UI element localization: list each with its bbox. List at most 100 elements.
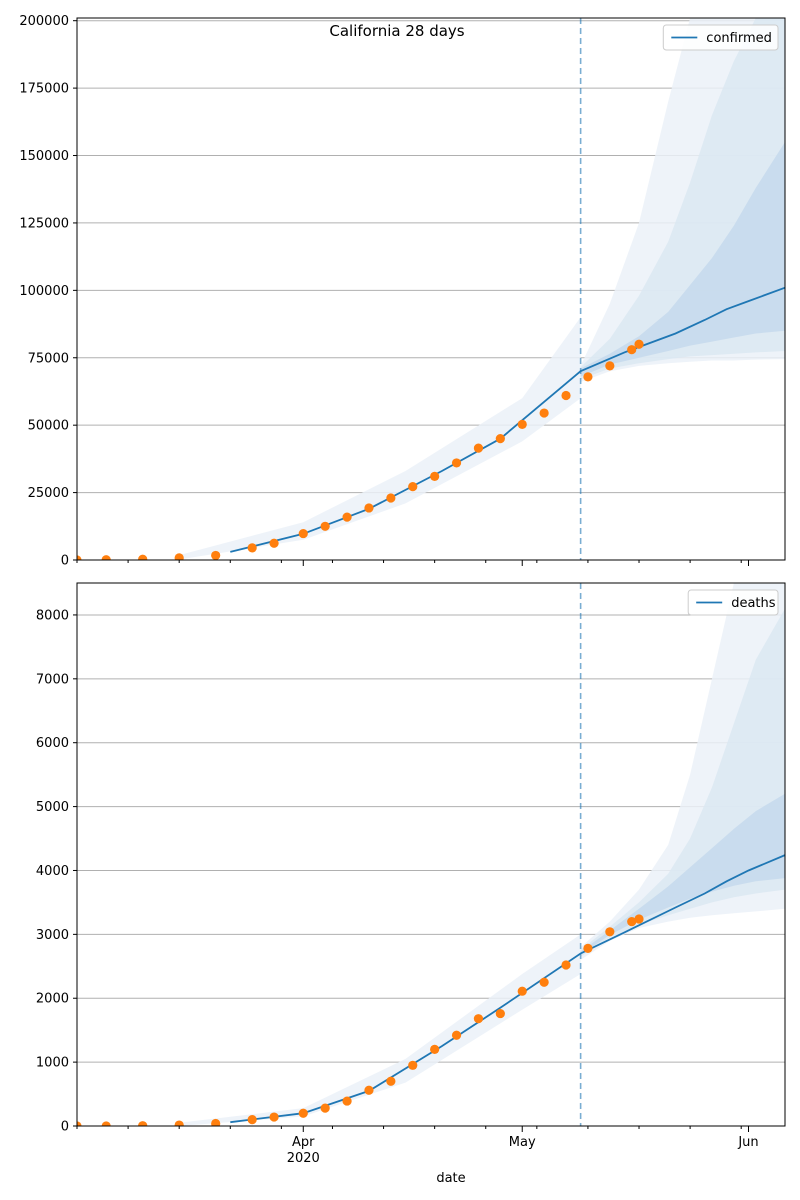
data-point [451,458,462,468]
data-point [247,1115,257,1125]
observed-points [77,914,644,1126]
x-tick-sublabel: 2020 [287,1151,320,1166]
data-point [539,408,549,418]
data-point [138,554,148,560]
data-point [101,555,111,560]
data-point [408,482,418,492]
legend-box [687,589,779,616]
data-point [451,1030,462,1040]
y-tick-label: 4000 [36,864,69,879]
data-point [473,443,484,453]
y-tick-label: 2000 [36,992,69,1007]
data-point [430,1044,440,1054]
data-point [364,1085,374,1095]
y-gridlines [77,614,785,1127]
x-tick-label: Apr [292,1135,315,1150]
confidence-band-4 [580,793,785,955]
data-point [605,361,615,371]
y-tick-label: 0 [61,554,69,569]
data-point [101,1121,111,1126]
deaths-panel: 0 1000 2000 3000 4000 5000 6000 7000 8000 Apr2020… [36,582,786,1186]
data-point [495,434,505,444]
data-point [320,1103,330,1113]
data-point [627,345,637,355]
y-tick-label: 175000 [19,82,69,97]
data-point [495,1008,505,1019]
legend: confirmed [662,24,779,51]
data-point [408,1060,418,1070]
axes-frame [76,17,786,561]
data-point [269,538,279,548]
x-axis-label: date [436,1171,465,1186]
data-point [386,1076,396,1086]
data-point [342,512,352,522]
y-tick-label: 0 [61,1120,69,1135]
data-point [77,555,82,560]
y-tick-label: 100000 [19,284,69,299]
data-point [211,550,221,560]
data-point [211,1118,221,1126]
data-point [561,960,571,970]
data-point [342,1096,352,1106]
data-point [386,493,396,503]
plot-area [77,583,785,1126]
y-gridlines [77,20,785,561]
y-tick-label: 25000 [28,486,69,501]
data-point [583,372,593,382]
data-point [269,1112,279,1122]
data-point [138,1121,148,1126]
data-point [320,521,330,531]
confidence-band-1 [179,317,581,560]
series-line-confirmed [230,286,785,553]
data-point [627,916,637,927]
confidence-band-4 [580,142,785,377]
data-point [430,471,440,482]
y-tick-label: 125000 [19,216,69,231]
observed-points [77,339,644,560]
y-tick-label: 6000 [36,736,69,751]
data-point [298,528,308,539]
y-tick-label: 5000 [36,800,69,815]
legend-box [662,24,779,51]
data-point [364,503,374,513]
y-tick-label: 200000 [19,14,69,29]
x-tick-label: May [509,1135,536,1150]
data-point [298,1108,308,1118]
confirmed-panel: 0 25000 50000 75000 100000 125000 150000 175000… [19,14,786,569]
y-axis: 0 1000 2000 3000 4000 5000 6000 7000 8000 [36,608,77,1135]
confidence-band-1 [179,934,581,1126]
data-point [247,543,257,553]
series-line-deaths [230,854,785,1124]
data-point [77,1121,82,1126]
data-point [583,943,593,954]
y-tick-label: 1000 [36,1056,69,1071]
legend: deaths [687,589,779,616]
data-point [517,986,527,996]
y-tick-label: 50000 [28,419,69,434]
y-tick-label: 7000 [36,672,69,687]
plot-area [77,18,785,560]
legend-label: deaths [731,596,776,611]
data-point [634,339,644,349]
y-tick-label: 3000 [36,928,69,943]
chart-title: California 28 days [329,22,464,40]
y-tick-label: 150000 [19,149,69,164]
data-point [605,927,615,937]
data-point [561,390,571,401]
data-point [174,1120,184,1126]
legend-label: confirmed [706,31,772,46]
data-point [539,977,549,987]
x-tick-label: Jun [737,1135,758,1150]
data-point [473,1014,484,1024]
data-point [174,553,184,560]
x-axis [76,560,750,566]
y-tick-label: 8000 [36,608,69,623]
data-point [634,914,644,924]
axes-frame [76,582,786,1127]
data-point [517,419,527,429]
y-tick-label: 75000 [28,351,69,366]
y-axis: 0 25000 50000 75000 100000 125000 150000 175000… [19,14,77,569]
